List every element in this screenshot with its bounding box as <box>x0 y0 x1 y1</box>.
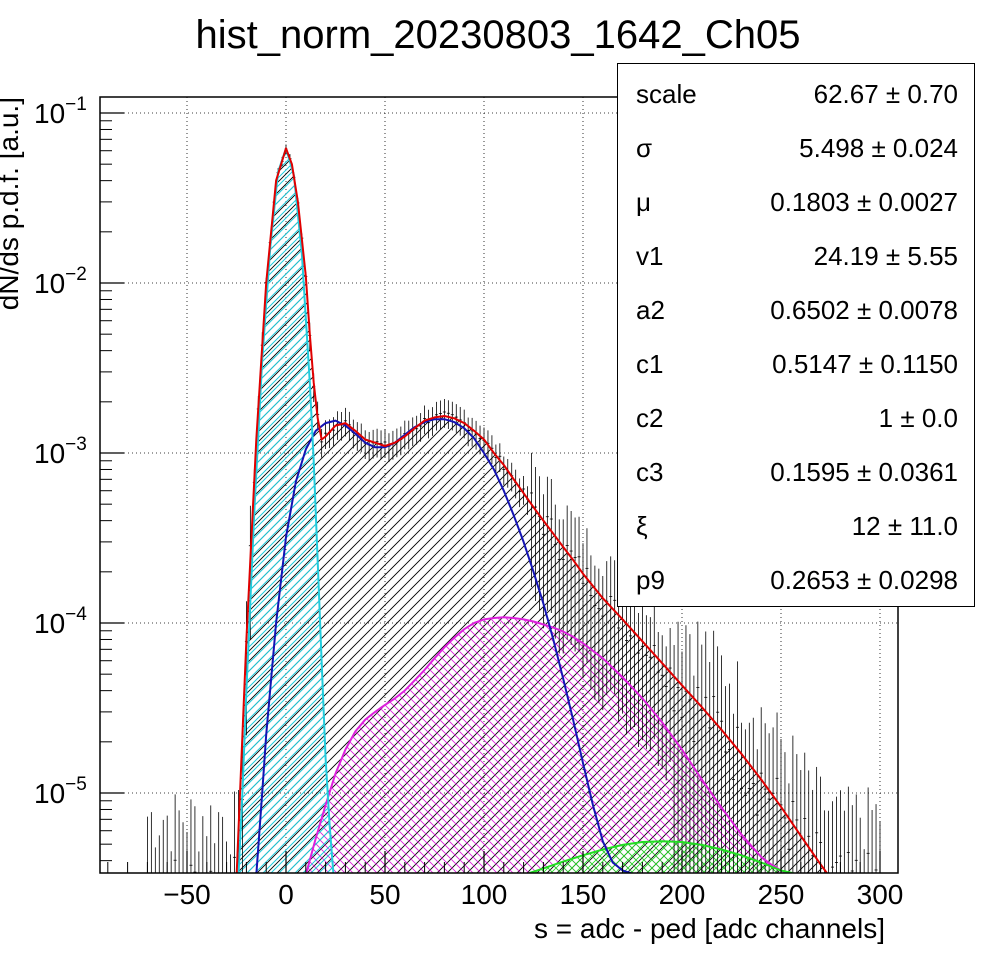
two-pe-curve <box>305 616 790 873</box>
y-tick-label: 10−3 <box>34 434 87 469</box>
stat-name: c2 <box>636 403 664 433</box>
fit-stats-box: scale 62.67 ± 0.70 σ 5.498 ± 0.024 μ 0.1… <box>617 63 975 607</box>
stat-name: c1 <box>636 349 664 379</box>
y-tick-label: 10−2 <box>34 264 87 299</box>
x-tick-label: 250 <box>758 879 805 910</box>
stat-value: 0.5147 ± 0.1150 <box>772 349 958 379</box>
two-pe-fill <box>306 617 787 873</box>
y-axis-label: dN/ds p.d.f. [a.u.] <box>0 97 24 310</box>
stat-row: scale 62.67 ± 0.70 <box>618 66 974 120</box>
stat-value: 12 ± 11.0 <box>851 511 958 541</box>
stat-row: σ 5.498 ± 0.024 <box>618 120 974 174</box>
total-fit-curve <box>235 147 829 873</box>
x-tick-label: 150 <box>560 879 607 910</box>
stat-name: μ <box>636 187 651 217</box>
stat-row: p9 0.2653 ± 0.0298 <box>618 552 974 606</box>
stat-value: 0.1803 ± 0.0027 <box>770 187 958 217</box>
stat-value: 62.67 ± 0.70 <box>813 79 958 109</box>
axis-ticks: −50 0 50 100 150 200 250 300 10−5 10−4 10−3 10−2 10−… <box>34 94 903 910</box>
stat-name: scale <box>636 79 697 109</box>
stat-name: ξ <box>636 511 648 541</box>
three-pe-fill <box>529 841 793 873</box>
chart-title: hist_norm_20230803_1642_Ch05 <box>196 13 801 57</box>
x-tick-label: −50 <box>163 879 211 910</box>
y-tick-label: 10−4 <box>34 604 87 639</box>
stat-value: 1 ± 0.0 <box>878 403 958 433</box>
stat-row: c1 0.5147 ± 0.1150 <box>618 336 974 390</box>
stat-value: 5.498 ± 0.024 <box>799 133 958 163</box>
x-tick-label: 100 <box>461 879 508 910</box>
x-axis-label: s = adc - ped [adc channels] <box>534 913 885 944</box>
stat-name: a2 <box>636 295 665 325</box>
stat-value: 0.2653 ± 0.0298 <box>770 565 958 595</box>
stat-row: v1 24.19 ± 5.55 <box>618 228 974 282</box>
stat-value: 0.6502 ± 0.0078 <box>770 295 958 325</box>
y-tick-label: 10−5 <box>34 774 87 809</box>
x-tick-label: 0 <box>278 879 294 910</box>
stat-value: 0.1595 ± 0.0361 <box>770 457 958 487</box>
stat-name: v1 <box>636 241 664 271</box>
three-pe-curve <box>526 840 797 873</box>
stat-name: p9 <box>636 565 665 595</box>
y-tick-label: 10−1 <box>34 94 87 129</box>
stat-row: c3 0.1595 ± 0.0361 <box>618 444 974 498</box>
stat-name: c3 <box>636 457 664 487</box>
data-error-bars <box>146 144 881 873</box>
stat-row: c2 1 ± 0.0 <box>618 390 974 444</box>
stat-row: ξ 12 ± 11.0 <box>618 498 974 552</box>
stat-value: 24.19 ± 5.55 <box>813 241 958 271</box>
stat-row: μ 0.1803 ± 0.0027 <box>618 174 974 228</box>
stat-name: σ <box>636 133 653 163</box>
x-tick-label: 300 <box>857 879 904 910</box>
fit-curves <box>235 147 829 873</box>
stat-row: a2 0.6502 ± 0.0078 <box>618 282 974 336</box>
x-tick-label: 200 <box>659 879 706 910</box>
x-tick-label: 50 <box>369 879 400 910</box>
pedestal-fill <box>238 148 334 873</box>
